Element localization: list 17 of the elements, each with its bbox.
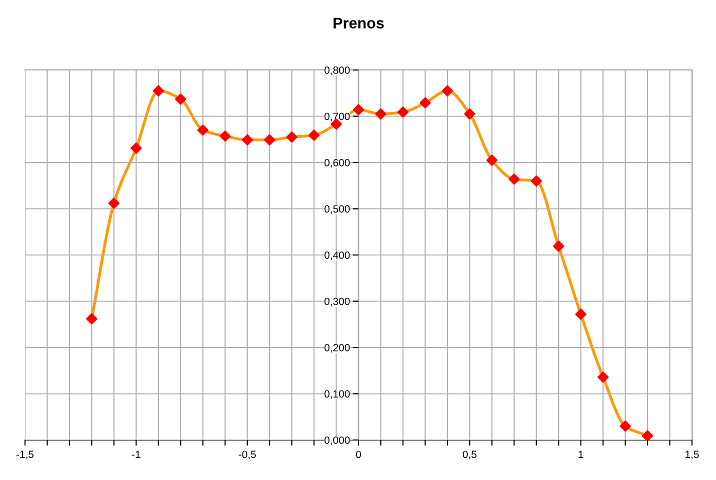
x-tick-label: -0,5 (238, 450, 256, 460)
x-tick-label: -1 (132, 450, 140, 458)
x-tick-label: -1,5 (16, 450, 34, 460)
y-tick-label: 0,300 (324, 298, 350, 306)
y-tick-label: 0,200 (324, 344, 350, 353)
x-tick-label: 0 (356, 450, 361, 458)
y-tick-label: 0,000 (324, 436, 350, 446)
y-tick-label: 0,100 (324, 390, 350, 399)
y-tick-label: 0,500 (324, 205, 350, 214)
x-tick-label: 0,5 (462, 450, 476, 460)
y-tick-label: 0,600 (324, 159, 350, 168)
y-tick-label: 0,400 (324, 252, 350, 260)
x-tick-label: 1,5 (686, 450, 699, 460)
chart-title: Prenos (334, 18, 384, 28)
y-tick-label: 0,700 (324, 112, 350, 122)
y-tick-label: 0,800 (324, 66, 350, 76)
x-tick-label: 1 (578, 450, 584, 458)
